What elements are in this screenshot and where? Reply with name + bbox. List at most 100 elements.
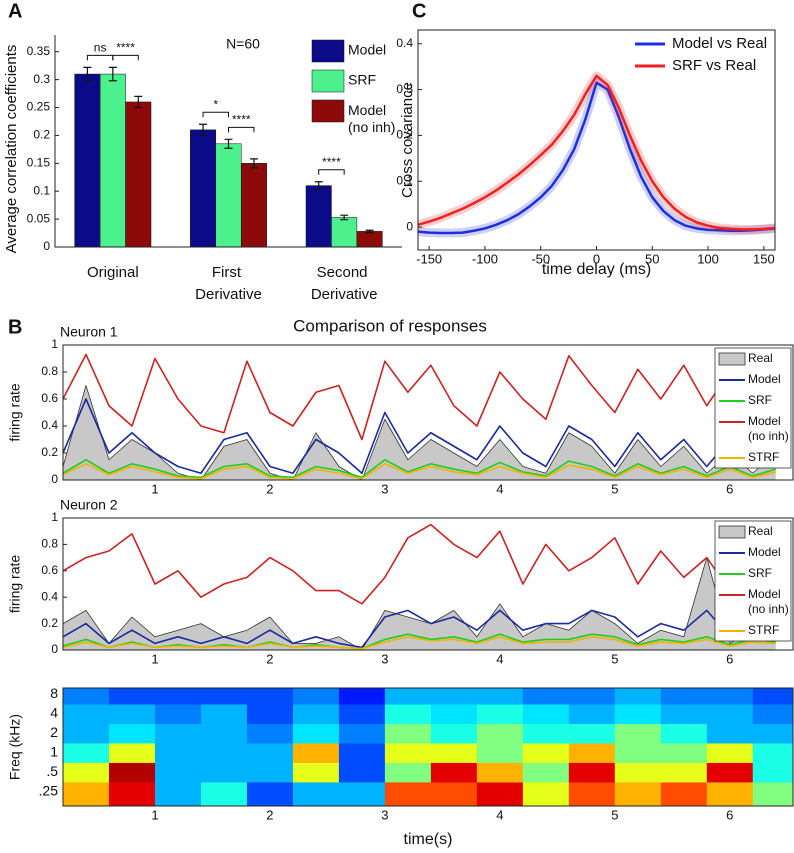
x-tick-label: 1 bbox=[151, 651, 158, 666]
significance-label: **** bbox=[322, 155, 341, 169]
error-bar bbox=[199, 123, 208, 137]
legend-label: Real bbox=[748, 351, 773, 365]
heatmap-cell bbox=[338, 723, 386, 744]
significance-label: **** bbox=[116, 41, 135, 55]
y-tick-label: 0.1 bbox=[396, 173, 413, 187]
y-tick-label: 0.2 bbox=[33, 128, 50, 142]
heatmap-cell bbox=[706, 762, 754, 783]
significance-bracket bbox=[112, 54, 139, 61]
y-tick-label: 0 bbox=[406, 219, 413, 233]
heatmap-cell bbox=[384, 723, 432, 744]
y-tick-label: 0.2 bbox=[396, 128, 413, 142]
axis-box bbox=[62, 687, 794, 807]
x-tick-label: 4 bbox=[496, 481, 503, 496]
x-tick-label: 100 bbox=[697, 251, 719, 266]
heatmap-cell bbox=[154, 762, 202, 783]
line bbox=[62, 636, 776, 650]
x-tick-label: 2 bbox=[266, 481, 273, 496]
legend-label: Real bbox=[748, 524, 773, 538]
y-tick-label: 0.8 bbox=[41, 364, 58, 378]
heatmap-cell bbox=[384, 781, 432, 806]
heatmap-cell bbox=[522, 688, 570, 705]
significance-bracket bbox=[202, 111, 229, 118]
error-bar bbox=[83, 66, 92, 82]
x-tick-label: 6 bbox=[726, 807, 733, 822]
legend-label: Model (no inh) bbox=[748, 414, 789, 443]
y-tick-label: 0 bbox=[51, 642, 58, 656]
heatmap-cell bbox=[614, 781, 662, 806]
y-tick-label: 0.4 bbox=[396, 36, 413, 50]
heatmap-cell bbox=[752, 781, 793, 806]
heatmap-cell bbox=[63, 688, 110, 705]
y-tick-label: 0.8 bbox=[41, 537, 58, 551]
heatmap-cell bbox=[384, 762, 432, 783]
legend-label: Model (no inh) bbox=[348, 102, 395, 135]
heatmap-cell bbox=[430, 742, 478, 763]
bar bbox=[305, 185, 332, 248]
significance-label: **** bbox=[232, 112, 251, 126]
y-tick-label: 0.25 bbox=[27, 100, 51, 114]
heatmap-cell bbox=[706, 781, 754, 806]
heatmap-cell bbox=[292, 688, 340, 705]
x-axis-label: time delay (ms) bbox=[542, 261, 651, 278]
heatmap-cell bbox=[660, 781, 708, 806]
x-tick-label: 6 bbox=[726, 651, 733, 666]
y-tick-label: .5 bbox=[46, 763, 58, 779]
x-tick-label: 5 bbox=[611, 807, 618, 822]
y-axis-label: Cross covariance bbox=[399, 82, 416, 198]
heatmap-cell bbox=[614, 762, 662, 783]
heatmap-cell bbox=[476, 723, 524, 744]
x-tick-label: 0 bbox=[593, 251, 600, 266]
heatmap-cell bbox=[706, 704, 754, 724]
legend-swatch bbox=[718, 352, 746, 366]
y-tick-label: 0.2 bbox=[41, 445, 58, 459]
line bbox=[62, 458, 776, 479]
legend-label: SRF bbox=[748, 566, 772, 580]
heatmap-cell bbox=[63, 762, 110, 783]
heatmap-cell bbox=[338, 762, 386, 783]
significance-bracket bbox=[318, 169, 345, 175]
legend-label: Model bbox=[348, 42, 386, 58]
heatmap-cell bbox=[154, 742, 202, 763]
x-tick-label: 4 bbox=[496, 651, 503, 666]
y-tick-label: 8 bbox=[50, 685, 58, 701]
legend-label: Model (no inh) bbox=[748, 587, 789, 616]
heatmap-cell bbox=[154, 723, 202, 744]
heatmap-cell bbox=[660, 723, 708, 744]
y-tick-label: 0.2 bbox=[41, 616, 58, 630]
error-bar bbox=[224, 138, 233, 149]
y-tick-label: .25 bbox=[39, 782, 59, 798]
heatmap-cell bbox=[246, 723, 294, 744]
legend-swatch bbox=[311, 39, 345, 63]
heatmap-cell bbox=[660, 688, 708, 705]
heatmap-cell bbox=[568, 688, 616, 705]
legend-label: Model bbox=[748, 545, 781, 559]
axis bbox=[54, 35, 402, 248]
y-axis-label: Average correlation coefficients bbox=[3, 45, 20, 254]
legend-box bbox=[714, 520, 792, 642]
bar bbox=[99, 73, 126, 248]
legend-label: STRF bbox=[748, 623, 779, 637]
error-bar bbox=[340, 214, 349, 221]
annotation: N=60 bbox=[226, 36, 260, 52]
y-tick-label: 0.4 bbox=[41, 418, 58, 432]
x-tick-label: 6 bbox=[726, 481, 733, 496]
heatmap-cell bbox=[154, 781, 202, 806]
line bbox=[62, 523, 777, 605]
heatmap-cell bbox=[568, 781, 616, 806]
heatmap-cell bbox=[660, 742, 708, 763]
heatmap-cell bbox=[246, 704, 294, 724]
x-axis-label: time(s) bbox=[404, 831, 453, 848]
chart-title: Comparison of responses bbox=[293, 316, 487, 335]
panel-label: B bbox=[8, 316, 22, 338]
x-tick-label: Original bbox=[87, 264, 139, 281]
x-tick-label: 3 bbox=[381, 481, 388, 496]
heatmap-cell bbox=[292, 742, 340, 763]
y-tick-label: 1 bbox=[51, 337, 58, 351]
line-band bbox=[416, 71, 776, 234]
line bbox=[62, 398, 777, 475]
panel: Neuron 2 firing rate 0 0.2 0.4 0.6 0.8 1 1 2 3 4 5 6 R… bbox=[7, 497, 794, 666]
legend-swatch bbox=[311, 69, 345, 93]
